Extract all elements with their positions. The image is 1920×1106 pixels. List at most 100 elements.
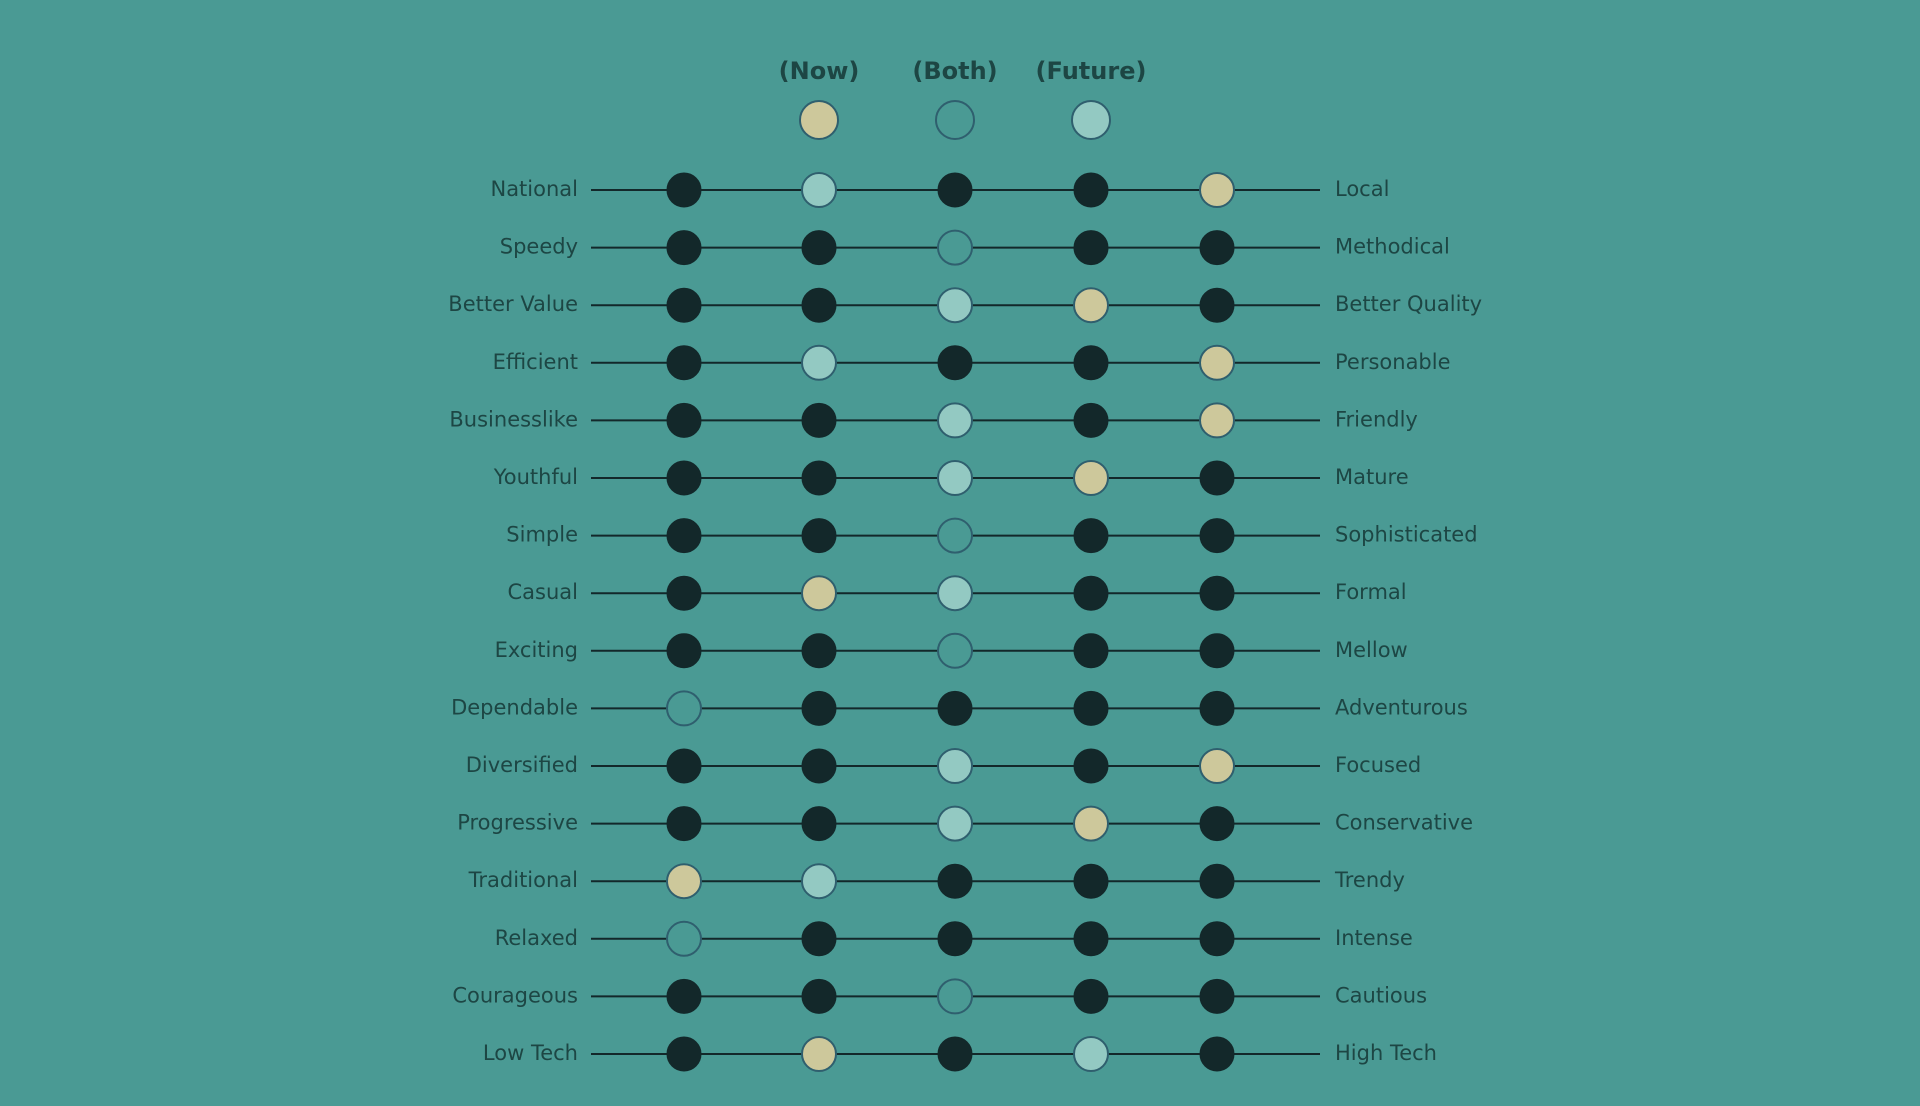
dot-empty: [666, 518, 702, 554]
dot-empty: [1073, 978, 1109, 1014]
legend-label: (Future): [1036, 57, 1147, 85]
dot-empty: [1199, 1036, 1235, 1072]
dot-empty: [666, 345, 702, 381]
dot-empty: [1073, 690, 1109, 726]
dot-empty: [1073, 345, 1109, 381]
legend-label: (Both): [912, 57, 997, 85]
dot-empty: [1073, 863, 1109, 899]
left-label: Dependable: [451, 695, 578, 719]
dot: [801, 1036, 837, 1072]
dot-empty: [801, 690, 837, 726]
dot-empty: [1199, 518, 1235, 554]
dot: [937, 978, 973, 1015]
dot-empty: [1073, 575, 1109, 611]
dot: [937, 229, 973, 266]
dot-empty: [1199, 230, 1235, 266]
left-label: Traditional: [468, 868, 578, 892]
right-label: Local: [1335, 177, 1389, 201]
left-label: Simple: [506, 523, 578, 547]
dot-empty: [1199, 575, 1235, 611]
right-label: High Tech: [1335, 1041, 1437, 1065]
dot-empty: [666, 748, 702, 784]
dot-empty: [1199, 287, 1235, 323]
dot-empty: [1199, 633, 1235, 669]
right-label: Mellow: [1335, 638, 1408, 662]
dot-empty: [666, 230, 702, 266]
left-label: Progressive: [457, 811, 578, 835]
legend-swatch: [799, 100, 839, 140]
right-label: Personable: [1335, 350, 1451, 374]
dot: [937, 287, 973, 324]
right-label: Focused: [1335, 753, 1421, 777]
dot: [666, 690, 702, 727]
dot: [937, 517, 973, 554]
dot-empty: [1073, 921, 1109, 957]
dot-empty: [1199, 460, 1235, 496]
left-label: Low Tech: [483, 1041, 578, 1065]
dot: [1199, 172, 1235, 208]
right-label: Intense: [1335, 926, 1413, 950]
dot-empty: [1073, 633, 1109, 669]
right-label: Trendy: [1334, 868, 1405, 892]
right-label: Methodical: [1335, 235, 1450, 259]
dot-empty: [666, 1036, 702, 1072]
left-label: Efficient: [493, 350, 578, 374]
dot: [1199, 344, 1235, 381]
dot: [1199, 748, 1235, 784]
left-label: Casual: [508, 580, 579, 604]
dot: [666, 863, 702, 900]
dot-empty: [666, 978, 702, 1014]
dot-empty: [801, 402, 837, 438]
dot-empty: [937, 172, 973, 208]
right-label: Cautious: [1335, 983, 1427, 1007]
dot-empty: [937, 1036, 973, 1072]
dot: [801, 344, 837, 381]
dot-empty: [801, 460, 837, 496]
dot-empty: [801, 633, 837, 669]
dot-empty: [1199, 921, 1235, 957]
dot: [937, 575, 973, 612]
right-label: Sophisticated: [1335, 523, 1478, 547]
right-label: Conservative: [1335, 811, 1473, 835]
dot-empty: [1199, 978, 1235, 1014]
dot-empty: [937, 690, 973, 726]
dot-empty: [801, 230, 837, 266]
right-label: Adventurous: [1335, 695, 1468, 719]
dot-empty: [801, 748, 837, 784]
dot-empty: [666, 633, 702, 669]
dot-empty: [666, 575, 702, 611]
left-label: Businesslike: [449, 407, 578, 431]
dot-empty: [1073, 748, 1109, 784]
dot: [1199, 402, 1235, 439]
dot: [937, 632, 973, 669]
left-label: National: [490, 177, 578, 201]
left-label: Relaxed: [495, 926, 578, 950]
legend-swatch: [1071, 100, 1111, 140]
dot-empty: [1073, 402, 1109, 438]
dot-empty: [1199, 806, 1235, 842]
left-label: Exciting: [495, 638, 578, 662]
dot-empty: [1199, 690, 1235, 726]
left-label: Courageous: [452, 983, 578, 1007]
dot: [937, 748, 973, 784]
dot-empty: [666, 402, 702, 438]
dot-empty: [1073, 172, 1109, 208]
dot-empty: [801, 978, 837, 1014]
right-label: Formal: [1335, 580, 1407, 604]
dot: [801, 172, 837, 208]
dot: [801, 575, 837, 612]
left-label: Better Value: [448, 292, 578, 316]
dot: [801, 863, 837, 900]
dot-empty: [1199, 863, 1235, 899]
dot: [1073, 1036, 1109, 1072]
dot-empty: [666, 806, 702, 842]
right-label: Friendly: [1335, 407, 1418, 431]
dot-empty: [666, 172, 702, 208]
dot: [666, 920, 702, 957]
dot: [937, 460, 973, 496]
dot: [937, 805, 973, 842]
dot: [1073, 287, 1109, 324]
dot: [1073, 805, 1109, 842]
left-label: Speedy: [500, 235, 578, 259]
